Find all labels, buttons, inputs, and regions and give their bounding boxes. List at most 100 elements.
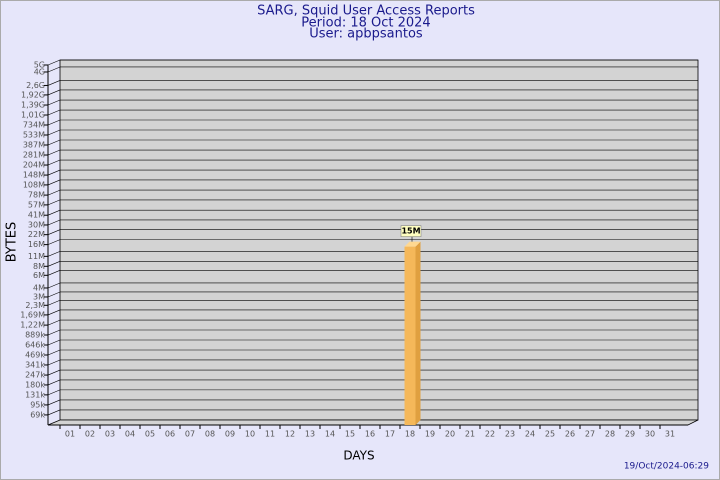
y-tick-label: 78M <box>28 191 45 200</box>
grid-line <box>47 219 61 226</box>
y-tick-label: 6M <box>33 271 45 280</box>
y-tick-label: 108M <box>23 180 45 189</box>
grid-line <box>47 129 61 136</box>
footer: 19/Oct/2024-06:29 <box>624 462 709 472</box>
x-tick-label: 10 <box>245 430 255 439</box>
y-tick-label: 148M <box>23 171 45 180</box>
x-tick-label: 31 <box>665 430 675 439</box>
grid-line <box>47 89 61 96</box>
y-tick-label: 247k <box>25 371 45 380</box>
grid-line <box>47 379 61 386</box>
x-tick-label: 23 <box>505 430 515 439</box>
x-tick-label: 21 <box>465 430 475 439</box>
bar <box>404 246 416 425</box>
chart-title: SARG, Squid User Access Reports <box>257 4 475 19</box>
y-tick-label: 4G <box>34 67 45 76</box>
y-tick-label: 180k <box>25 380 45 389</box>
x-tick-label: 09 <box>225 430 235 439</box>
grid-line <box>47 119 61 126</box>
y-tick-label: 281M <box>23 151 45 160</box>
bar-top <box>404 241 421 247</box>
y-tick-label: 204M <box>23 161 45 170</box>
x-tick-label: 01 <box>65 430 75 439</box>
x-tick-label: 20 <box>445 430 455 439</box>
label-box <box>400 225 422 237</box>
grid-line <box>47 251 61 257</box>
y-tick-label: 889k <box>25 331 45 340</box>
x-tick-label: 17 <box>385 430 395 439</box>
y-tick-label: 1,01G <box>21 111 45 120</box>
grid-line <box>47 270 61 276</box>
y-tick-label: 1,92G <box>21 90 45 99</box>
grid-line <box>47 339 61 346</box>
grid-line <box>47 329 61 336</box>
x-tick-label: 12 <box>285 430 295 439</box>
y-tick-label: 131k <box>25 390 45 399</box>
y-axis-label: BYTES <box>5 222 20 263</box>
y-tick-label: 4M <box>33 283 45 292</box>
x-tick-label: 16 <box>365 430 375 439</box>
x-tick-label: 07 <box>185 430 195 439</box>
grid-line <box>47 389 61 396</box>
y-tick-label: 41M <box>28 211 45 220</box>
y-tick-label: 646k <box>25 340 45 349</box>
grid-line <box>47 80 61 86</box>
x-tick-label: 11 <box>265 430 275 439</box>
floor <box>47 419 699 426</box>
x-tick-label: 18 <box>405 430 415 439</box>
y-tick-label: 3M <box>33 292 45 301</box>
grid-line <box>47 149 61 156</box>
grid-line <box>47 291 61 298</box>
y-tick-label: 1,39G <box>21 101 45 110</box>
y-tick-label: 341k <box>25 360 45 369</box>
grid-line <box>47 109 61 116</box>
grid-line <box>47 169 61 176</box>
x-tick-label: 26 <box>565 430 575 439</box>
value-label: 15M <box>401 227 420 236</box>
x-tick-label: 27 <box>585 430 595 439</box>
x-tick-label: 24 <box>525 430 535 439</box>
grid-line <box>47 159 61 166</box>
user-line: User: apbpsantos <box>309 27 423 42</box>
bar-side <box>415 241 421 425</box>
x-tick-label: 13 <box>305 430 315 439</box>
grid-line <box>47 369 61 376</box>
grid-line <box>47 309 61 316</box>
chart-subtitle: Period: 18 Oct 2024 <box>301 16 430 31</box>
grid-line <box>47 139 61 146</box>
y-tick-label: 734M <box>23 120 45 129</box>
grid-line <box>47 199 61 206</box>
x-tick-label: 22 <box>485 430 495 439</box>
y-tick-label: 57M <box>28 200 45 209</box>
x-tick-label: 14 <box>325 430 335 439</box>
y-tick-label: 16M <box>28 240 45 249</box>
x-tick-label: 28 <box>605 430 615 439</box>
grid-line <box>47 209 61 216</box>
x-tick-label: 08 <box>205 430 215 439</box>
y-tick-label: 95k <box>30 400 45 409</box>
grid-line <box>47 66 61 73</box>
y-tick-label: 387M <box>23 141 45 150</box>
x-tick-label: 06 <box>165 430 175 439</box>
grid-line <box>47 99 61 106</box>
grid-line <box>47 319 61 326</box>
y-tick-label: 1,69M <box>20 310 45 319</box>
grid-line <box>47 399 61 406</box>
y-tick-label: 22M <box>28 230 45 239</box>
grid-line <box>47 189 61 196</box>
y-tick-label: 8M <box>33 262 45 271</box>
x-tick-label: 02 <box>85 430 95 439</box>
x-tick-label: 19 <box>425 430 435 439</box>
grid-line <box>47 409 61 416</box>
y-tick-label: 533M <box>23 131 45 140</box>
grid-line <box>47 229 61 235</box>
x-tick-label: 29 <box>625 430 635 439</box>
back-wall <box>59 59 699 421</box>
x-tick-label: 05 <box>145 430 155 439</box>
x-tick-label: 03 <box>105 430 115 439</box>
y-tick-label: 5G <box>34 61 45 70</box>
x-tick-label: 30 <box>645 430 655 439</box>
y-tick-label: 69k <box>30 410 45 419</box>
x-tick-label: 25 <box>545 430 555 439</box>
grid-line <box>47 359 61 366</box>
